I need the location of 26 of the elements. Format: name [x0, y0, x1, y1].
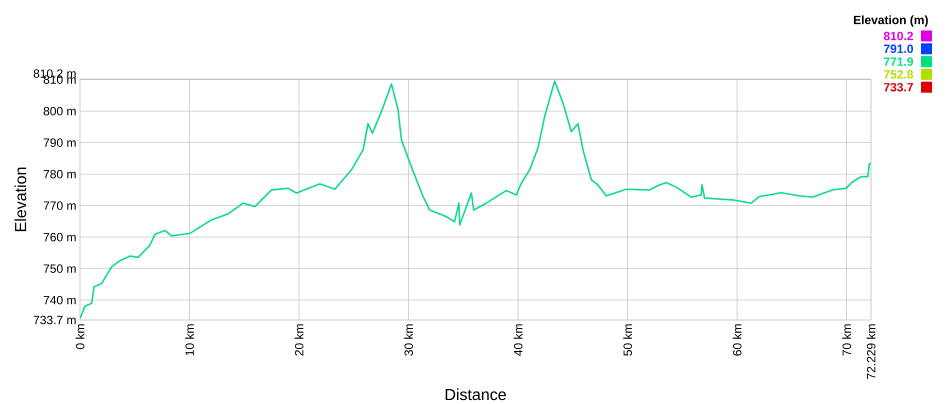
y-tick-label: 800 m: [44, 107, 76, 116]
x-tick-label: 10 km: [185, 324, 194, 356]
x-tick-label: 40 km: [514, 324, 522, 356]
text: 752.8: [884, 70, 914, 79]
text: 771.9: [884, 58, 914, 66]
x-tick-label: 30 km: [404, 324, 413, 356]
text: 810.2: [884, 32, 913, 40]
text: 791.0: [884, 44, 913, 54]
x-tick-label: 0 km: [76, 324, 84, 350]
text: Elevation (m): [854, 16, 928, 27]
x-tick-label: 72.229 km: [866, 324, 876, 380]
y-tick-label: 740 m: [44, 296, 76, 305]
y-tick-label: 790 m: [44, 138, 76, 148]
y-tick-label: 733.7 m: [34, 316, 76, 324]
y-tick-label: 750 m: [44, 264, 76, 274]
line-series: [80, 80, 872, 320]
x-axis-title: Distance: [446, 388, 506, 400]
y-tick-label: 760 m: [44, 233, 76, 242]
x-tick-label: 50 km: [623, 324, 632, 356]
x-tick-label: 70 km: [842, 324, 851, 356]
y-tick-label: 780 m: [44, 170, 76, 179]
y-axis-title: Elevation: [14, 168, 26, 232]
x-tick-label: 60 km: [732, 324, 742, 356]
x-tick-label: 20 km: [294, 324, 304, 356]
text: 733.7: [884, 83, 913, 92]
y-tick-label: 770 m: [44, 202, 76, 210]
